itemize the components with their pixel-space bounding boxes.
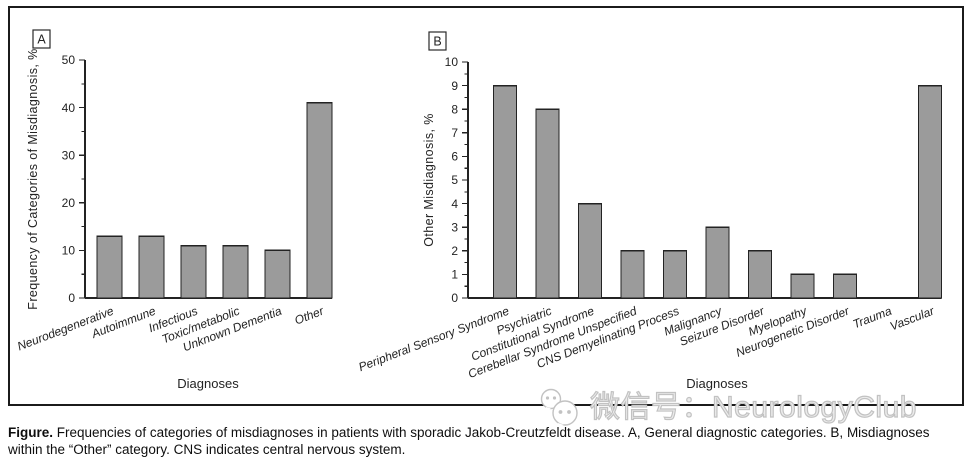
bar-Neurogenetic Disorder xyxy=(832,273,858,299)
y-axis-title: Other Misdiagnosis, % xyxy=(422,113,436,246)
y-ticks: 0 1 2 3 4 5 6 7 8 9 10 xyxy=(445,55,468,305)
y-tick-label: 0 xyxy=(451,291,458,305)
bar-Infectious xyxy=(180,244,207,299)
caption-text: Frequencies of categories of misdiagnose… xyxy=(8,425,930,458)
bars xyxy=(492,84,943,299)
panel-label: B xyxy=(433,34,441,48)
bar-Other xyxy=(306,102,333,299)
x-tick-labels: NeurodegenerativeAutoimmuneInfectiousTox… xyxy=(15,303,326,354)
x-tick-label: Other xyxy=(293,303,327,327)
bars xyxy=(96,102,333,299)
x-tick-labels: Peripheral Sensory SyndromePsychiatricCo… xyxy=(357,303,937,381)
panel-label-box xyxy=(32,29,51,49)
panel-B: B 0 1 2 3 4 5 6 7 8 9 10 Peripheral Sensory Syndrome… xyxy=(357,31,943,391)
y-tick-label: 10 xyxy=(62,244,76,258)
y-tick-label: 1 xyxy=(451,268,458,282)
bar-Seizure Disorder xyxy=(747,250,773,299)
y-tick-label: 2 xyxy=(451,244,458,258)
panel-label: A xyxy=(37,32,46,46)
y-tick-label: 4 xyxy=(451,197,458,211)
y-tick-label: 30 xyxy=(62,148,76,162)
y-tick-label: 6 xyxy=(451,150,458,164)
figure-caption: Figure. Frequencies of categories of mis… xyxy=(8,424,956,459)
bar-Cerebellar Syndrome Unspecified xyxy=(620,250,645,299)
x-axis-title: Diagnoses xyxy=(177,376,239,391)
bar-Constitutional Syndrome xyxy=(577,202,603,299)
y-tick-label: 10 xyxy=(445,55,459,69)
x-tick-label: Trauma xyxy=(851,304,894,332)
bar-Peripheral Sensory Syndrome xyxy=(492,84,518,299)
y-tick-label: 0 xyxy=(68,291,75,305)
y-tick-label: 20 xyxy=(62,196,76,210)
bar-Autoimmune xyxy=(138,235,165,299)
figure-frame xyxy=(8,6,964,406)
y-tick-label: 9 xyxy=(451,79,458,93)
caption-prefix: Figure. xyxy=(8,425,54,440)
y-axis-title: Frequency of Categories of Misdiagnosis,… xyxy=(26,48,40,309)
x-tick-label: Vascular xyxy=(888,303,937,333)
y-tick-label: 50 xyxy=(62,53,76,67)
bar-Unknown Dementia xyxy=(264,249,291,299)
y-tick-label: 8 xyxy=(451,102,458,116)
bar-CNS Demyelinating Process xyxy=(662,250,688,299)
x-axis-title: Diagnoses xyxy=(686,376,748,391)
y-tick-label: 7 xyxy=(451,126,458,140)
bar-Neurodegenerative xyxy=(96,235,123,299)
bar-Malignancy xyxy=(705,226,730,299)
bar-Myelopathy xyxy=(790,273,815,299)
bar-Vascular xyxy=(917,84,943,299)
panel-label-box xyxy=(428,31,447,51)
y-ticks: 0 10 20 30 40 50 xyxy=(62,53,85,305)
bar-Toxic/metabolic xyxy=(222,244,249,299)
y-tick-label: 5 xyxy=(451,173,458,187)
y-tick-label: 3 xyxy=(451,220,458,234)
y-tick-label: 40 xyxy=(62,101,76,115)
panel-A: A 0 10 20 30 40 50 NeurodegenerativeAutoimmuneI… xyxy=(15,29,333,391)
bar-Psychiatric xyxy=(535,108,560,299)
